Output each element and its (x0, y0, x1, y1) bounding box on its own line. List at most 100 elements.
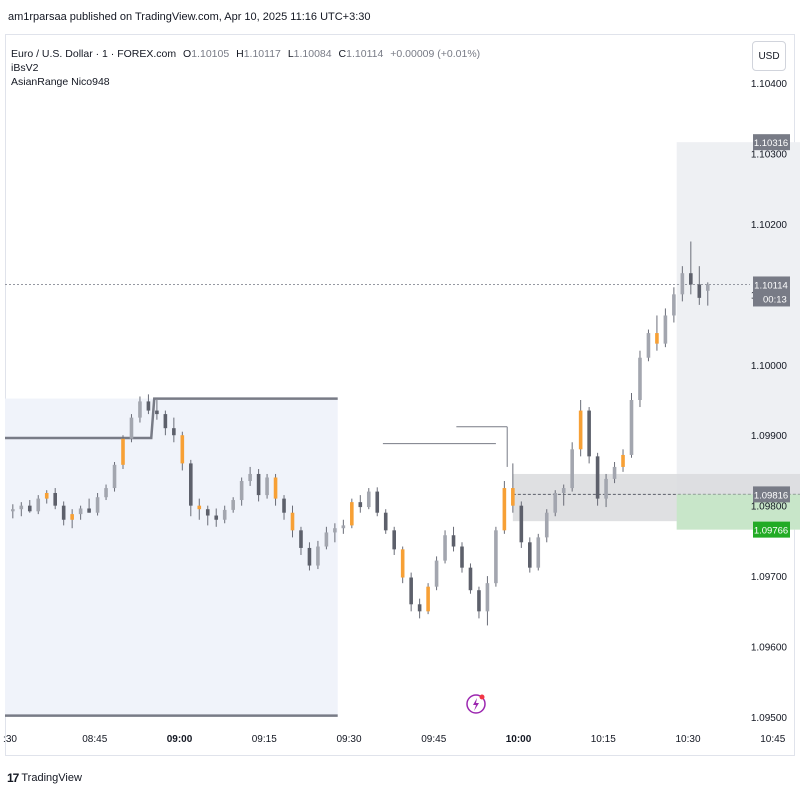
candle-body[interactable] (290, 512, 295, 531)
candle-body[interactable] (299, 530, 303, 548)
candle-body[interactable] (570, 449, 574, 489)
indicator-asian-range[interactable]: AsianRange Nico948 (11, 76, 110, 88)
candle-body[interactable] (417, 604, 422, 612)
tradingview-logo[interactable]: 17 TradingView (7, 771, 82, 785)
candle-body[interactable] (494, 530, 498, 584)
candle-body[interactable] (689, 273, 693, 285)
candle-body[interactable] (104, 488, 108, 498)
candle-body[interactable] (324, 532, 329, 547)
candle-body[interactable] (53, 492, 57, 506)
candle-body[interactable] (19, 505, 24, 510)
x-axis-tick-label: :30 (3, 734, 17, 745)
candle-body[interactable] (587, 410, 591, 457)
tradingview-icon: 17 (7, 771, 19, 785)
candle-body[interactable] (578, 410, 583, 450)
candle-body[interactable] (468, 567, 473, 591)
candle-body[interactable] (672, 294, 676, 316)
candle-body[interactable] (180, 435, 185, 464)
candle-body[interactable] (519, 505, 524, 543)
candle-body[interactable] (536, 537, 541, 568)
candle-body[interactable] (544, 512, 549, 538)
candle-body[interactable] (248, 473, 252, 482)
price-label-text: 1.09766 (754, 526, 788, 537)
candle-body[interactable] (129, 417, 134, 439)
candle-body[interactable] (138, 401, 142, 418)
candle-body[interactable] (485, 583, 490, 612)
candle-body[interactable] (205, 509, 210, 516)
candle-body[interactable] (172, 428, 176, 436)
indicator-ibsv2[interactable]: iBsV2 (11, 62, 39, 74)
candle-body[interactable] (121, 438, 125, 465)
low-label: L (287, 48, 294, 60)
candle-body[interactable] (451, 535, 456, 547)
candle-body[interactable] (511, 488, 515, 506)
candle-body[interactable] (239, 481, 244, 501)
candle-body[interactable] (256, 473, 261, 496)
lightning-icon[interactable] (466, 694, 486, 714)
candle-body[interactable] (646, 333, 651, 358)
candle-body[interactable] (341, 525, 346, 529)
candle-body[interactable] (87, 508, 91, 513)
candle-body[interactable] (316, 546, 320, 566)
notification-dot (479, 694, 485, 700)
candle-body[interactable] (638, 357, 642, 400)
candle-body[interactable] (265, 477, 269, 496)
candle-body[interactable] (477, 590, 481, 612)
candle-body[interactable] (409, 577, 413, 605)
candle-body[interactable] (383, 512, 388, 531)
candle-body[interactable] (426, 586, 430, 612)
candle-body[interactable] (155, 410, 159, 415)
candle-body[interactable] (36, 498, 41, 512)
candle-body[interactable] (621, 454, 625, 467)
candle-body[interactable] (392, 530, 396, 550)
currency-button[interactable]: USD (752, 41, 786, 71)
x-axis-tick-label: 09:00 (167, 734, 193, 745)
candle-body[interactable] (705, 284, 710, 291)
candle-body[interactable] (595, 456, 600, 499)
candle-body[interactable] (375, 491, 380, 513)
candle-body[interactable] (612, 466, 617, 479)
candle-body[interactable] (333, 528, 337, 533)
candle-body[interactable] (273, 477, 278, 499)
candle-body[interactable] (61, 505, 66, 520)
candle-body[interactable] (222, 509, 227, 520)
candle-body[interactable] (78, 508, 83, 515)
candle-body[interactable] (70, 514, 74, 520)
candle-body[interactable] (350, 502, 354, 526)
candle-body[interactable] (282, 498, 286, 513)
candle-body[interactable] (163, 414, 168, 429)
candle-body[interactable] (680, 273, 685, 295)
candle-body[interactable] (663, 315, 668, 344)
candle-body[interactable] (112, 464, 117, 489)
candle-body[interactable] (697, 284, 702, 298)
candle-body[interactable] (197, 505, 202, 510)
candle-body[interactable] (434, 560, 439, 587)
candle-body[interactable] (189, 463, 193, 506)
candle-body[interactable] (44, 492, 49, 499)
low-value: 1.10084 (293, 48, 332, 60)
candle-body[interactable] (307, 547, 312, 566)
candle-body[interactable] (231, 500, 235, 510)
candle-body[interactable] (553, 492, 558, 513)
candle-body[interactable] (95, 497, 100, 513)
candle-body[interactable] (561, 488, 566, 493)
candle-body[interactable] (443, 535, 447, 561)
candle-body[interactable] (358, 502, 363, 508)
high-value: 1.10117 (243, 48, 281, 60)
candle-body[interactable] (502, 488, 507, 531)
candle-body[interactable] (460, 546, 464, 568)
candle-body[interactable] (528, 542, 532, 568)
price-label-text: 1.10316 (754, 138, 788, 149)
candle-body[interactable] (146, 401, 151, 411)
candle-body[interactable] (604, 478, 608, 499)
candle-body[interactable] (11, 509, 15, 512)
candle-body[interactable] (655, 333, 659, 344)
candle-body[interactable] (366, 491, 371, 508)
publication-header: am1rparsaa published on TradingView.com,… (8, 11, 371, 23)
symbol-title[interactable]: Euro / U.S. Dollar · 1 · FOREX.com (11, 48, 177, 60)
candle-body[interactable] (27, 505, 32, 512)
candle-body[interactable] (629, 400, 634, 455)
candle-body[interactable] (400, 549, 405, 578)
candle-body[interactable] (214, 515, 219, 520)
